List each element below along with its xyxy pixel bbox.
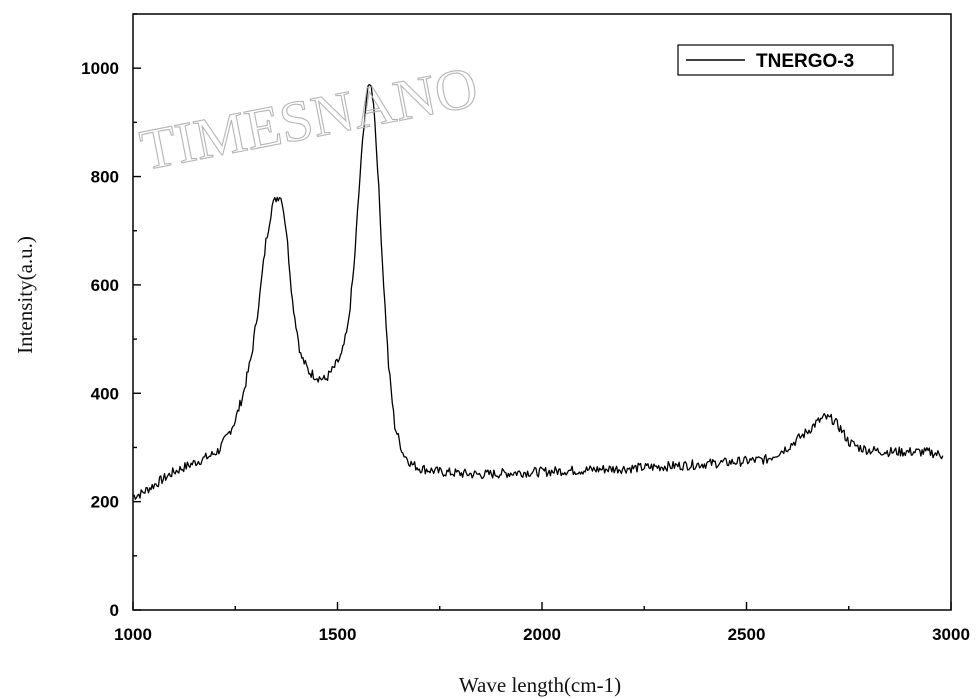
y-tick-label: 600	[91, 276, 119, 295]
x-tick-label: 3000	[932, 625, 970, 644]
x-tick-label: 1000	[114, 625, 152, 644]
watermark-text: TIMESNANO	[135, 54, 483, 183]
y-axis-title: Intensity(a.u.)	[13, 236, 37, 354]
x-axis-title: Wave length(cm-1)	[459, 673, 621, 697]
y-tick-label: 800	[91, 168, 119, 187]
x-tick-label: 1500	[319, 625, 357, 644]
x-axis-ticks: 1000 1500 2000 2500 3000	[114, 602, 970, 644]
legend-label: TNERGO-3	[756, 51, 854, 72]
y-tick-label: 200	[91, 493, 119, 512]
y-axis-ticks: 0 200 400 600 800 1000	[81, 13, 141, 620]
legend: TNERGO-3	[677, 44, 894, 76]
x-tick-label: 2000	[523, 625, 561, 644]
y-tick-label: 400	[91, 384, 119, 403]
y-tick-label: 1000	[81, 59, 119, 78]
y-tick-label: 0	[110, 601, 119, 620]
series-line-tnergo-3	[132, 84, 944, 500]
x-tick-label: 2500	[728, 625, 766, 644]
